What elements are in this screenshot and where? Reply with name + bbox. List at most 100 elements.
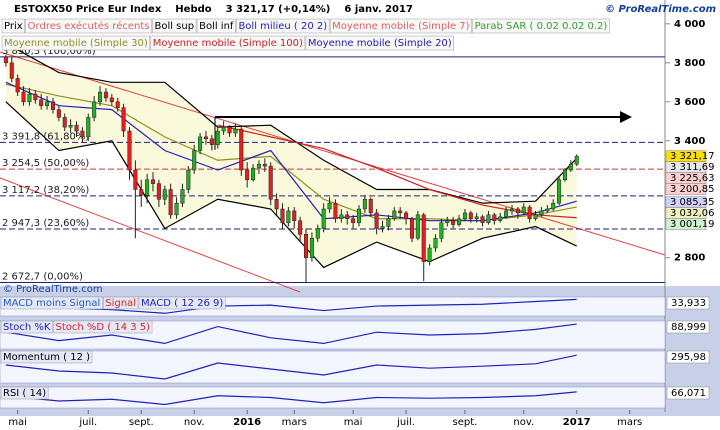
candle-body (539, 210, 544, 216)
candle-body (215, 130, 220, 145)
candle-body (92, 101, 97, 118)
pane (0, 350, 666, 384)
candle-body (292, 210, 297, 221)
pane-legend: Momentum ( 12 ) (3, 352, 90, 363)
pane-value: 88,999 (671, 322, 706, 333)
trend-line (0, 177, 301, 293)
candle-body (404, 212, 409, 219)
candle-body (474, 216, 479, 219)
pane-legend: Stoch %K (3, 322, 51, 333)
legend-box (236, 18, 330, 34)
candle-body (327, 202, 332, 210)
pane-legend: MACD moins Signal (3, 298, 100, 309)
candle-body (386, 218, 391, 227)
candle-body (262, 163, 267, 167)
candle-body (521, 206, 526, 214)
candle-body (339, 214, 344, 219)
price-label: 3 200,85 (670, 184, 715, 195)
x-tick-label: mars (282, 417, 307, 428)
candle-body (309, 237, 314, 258)
candle-body (333, 202, 338, 219)
candle-body (286, 210, 291, 223)
watermark: © ProRealTime.com (3, 284, 103, 295)
pane-legend-box (103, 296, 139, 310)
candle-body (45, 101, 50, 106)
candle-body (203, 136, 208, 140)
candle-body (180, 189, 185, 204)
candle-body (174, 202, 179, 216)
candle-body (86, 117, 91, 138)
candle-body (198, 136, 203, 151)
candle-body (280, 208, 285, 223)
pane-value-box (666, 350, 710, 364)
legend-entry: Boll sup (154, 21, 194, 32)
period: Hebdo (175, 4, 211, 15)
price-label: 3 311,69 (670, 162, 715, 173)
legend-box (150, 35, 306, 51)
candle-body (351, 218, 356, 223)
candle-body (256, 163, 261, 169)
pane-value-box (666, 320, 710, 334)
pane-legend-box (138, 296, 226, 310)
price-label: 3 085,35 (670, 197, 715, 208)
candle-body (109, 97, 114, 103)
legend-entry: Moyenne mobile (Simple 100) (153, 38, 303, 49)
candle-body (304, 234, 309, 258)
legend-entry: Moyenne mobile (Simple 30) (4, 38, 148, 49)
candle-body (239, 128, 244, 171)
candle-body (9, 62, 14, 79)
candle-body (427, 247, 432, 262)
candle-body (21, 91, 26, 103)
candle-body (551, 202, 556, 210)
candle-body (557, 179, 562, 204)
candle-body (445, 220, 450, 223)
x-tick-label: mai (8, 417, 27, 428)
pane-legend-box (53, 320, 153, 334)
legend-entry: Moyenne mobile (Simple 7) (332, 21, 470, 32)
fib-label: 2 947,3 (23,60%) (2, 218, 89, 229)
candle-body (68, 124, 73, 128)
pane-legend: RSI ( 14) (3, 388, 46, 399)
y-tick-label: 4 000 (674, 19, 705, 30)
pane-legend-box (0, 386, 49, 400)
pane-legend-box (0, 296, 103, 310)
candle-body (115, 101, 120, 108)
candle-body (15, 78, 20, 93)
pane-legend-box (0, 350, 93, 364)
candle-body (492, 214, 497, 221)
candle-body (209, 138, 214, 145)
legend-box (472, 18, 610, 34)
candle-body (356, 208, 361, 223)
x-tick-label: sept. (129, 417, 154, 428)
candle-body (468, 212, 473, 219)
pane-value-box (666, 296, 710, 310)
title: ESTOXX50 Price Eur Index (14, 4, 162, 15)
y-tick-label: 3 600 (674, 97, 705, 108)
candle-body (162, 189, 167, 200)
x-tick-label: nov. (184, 417, 205, 428)
candle-body (457, 218, 462, 225)
candle-body (533, 214, 538, 219)
legend-box (1, 35, 151, 51)
candle-body (27, 93, 32, 103)
candle-body (245, 169, 250, 181)
candle-body (274, 198, 279, 210)
quote: 3 321,17 (+0,14%) (226, 4, 331, 15)
indicator-line (5, 391, 577, 406)
y-tick-label: 3 800 (674, 58, 705, 69)
candle-body (139, 189, 144, 196)
candle-body (80, 130, 85, 138)
y-tick-label: 3 400 (674, 136, 705, 147)
candle-body (409, 218, 414, 239)
pane (0, 386, 666, 409)
candle-body (33, 93, 38, 101)
candle-body (56, 109, 61, 118)
candle-body (462, 212, 467, 219)
price-label: 3 032,06 (670, 208, 715, 219)
candle-body (568, 163, 573, 171)
candle-body (186, 169, 191, 190)
candle-body (433, 237, 438, 249)
legend-box (305, 35, 454, 51)
candle-body (374, 212, 379, 229)
